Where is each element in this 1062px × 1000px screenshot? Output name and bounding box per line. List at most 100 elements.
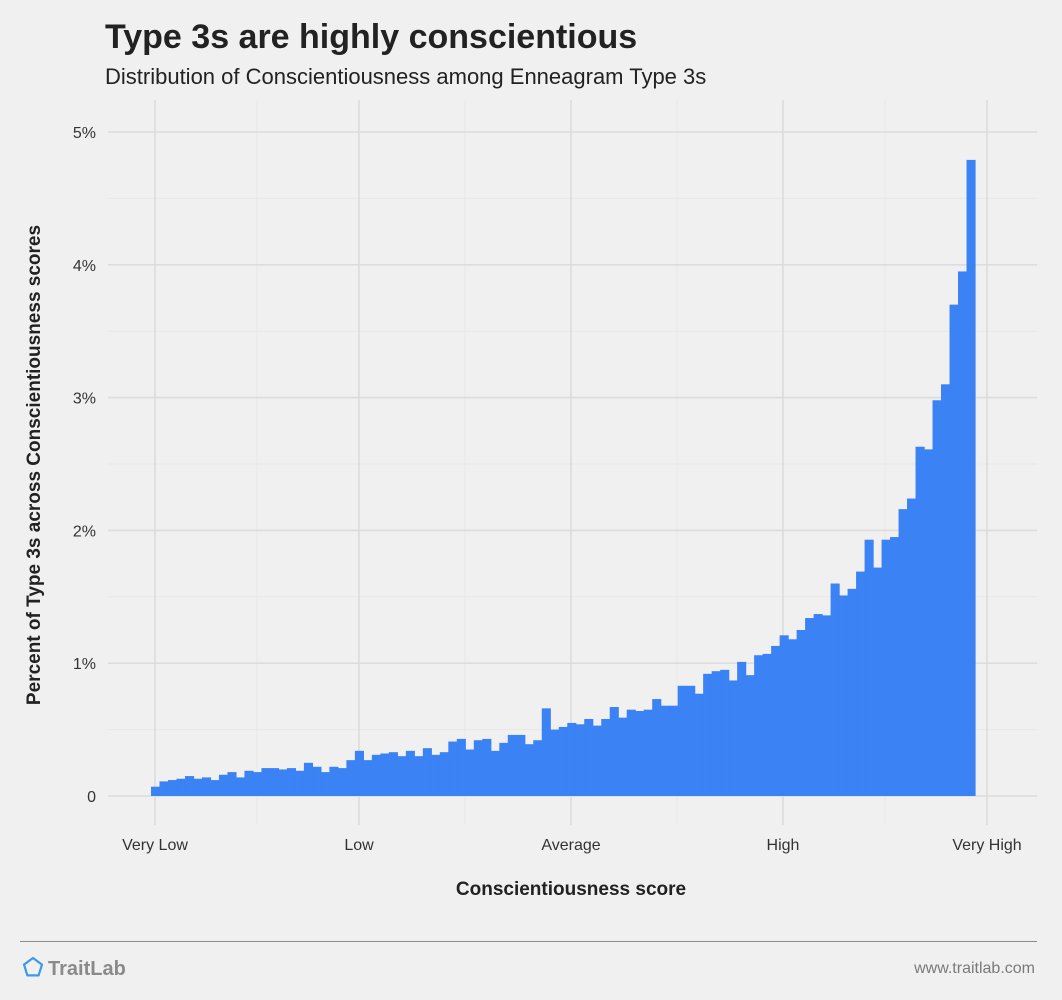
histogram-bar [371, 754, 381, 796]
histogram-bar [932, 400, 942, 796]
histogram-bar [966, 159, 976, 796]
histogram-bar [431, 754, 441, 796]
histogram-bar [303, 762, 313, 796]
histogram-bar [312, 766, 322, 796]
histogram-bar [949, 304, 959, 796]
histogram-bar [788, 639, 798, 796]
histogram-chart: 0 1% 2% 3% 4% 5% Very Low Low Average High Very H… [24, 100, 1037, 900]
histogram-bar [771, 645, 781, 796]
histogram-bar [541, 708, 551, 796]
histogram-bar [210, 780, 220, 796]
histogram-bar [337, 768, 347, 796]
histogram-bar [924, 449, 934, 796]
histogram-bar [907, 498, 917, 796]
histogram-bar [711, 671, 721, 796]
histogram-bar [677, 685, 687, 796]
histogram-bar [354, 750, 364, 796]
x-axis-label: Conscientiousness score [456, 879, 686, 900]
histogram-bar [779, 635, 789, 796]
histogram-bar [286, 768, 297, 796]
histogram-bar [941, 384, 951, 796]
histogram-bar [465, 749, 475, 796]
y-tick-label: 1% [73, 656, 96, 673]
histogram-bar [575, 724, 585, 796]
histogram-bar [881, 539, 891, 796]
histogram-bar [218, 774, 229, 796]
histogram-bar [873, 567, 883, 796]
histogram-bar [380, 753, 390, 796]
histogram-bar [592, 725, 602, 796]
y-tick-label: 3% [73, 391, 96, 408]
histogram-bar [720, 669, 730, 796]
x-axis-ticks: Very Low Low Average High Very High [122, 837, 1022, 854]
histogram-bar [473, 740, 483, 796]
histogram-bar [601, 718, 611, 796]
y-tick-label: 4% [73, 258, 96, 275]
histogram-bar [864, 539, 874, 796]
histogram-bar [669, 705, 679, 796]
histogram-bar [422, 748, 432, 796]
histogram-bar [618, 717, 628, 796]
histogram-bar [567, 722, 577, 796]
histogram-bar [278, 769, 288, 796]
histogram-bar [397, 756, 407, 796]
traitlab-logo[interactable]: TraitLab [22, 956, 126, 983]
histogram-bar [652, 699, 662, 796]
histogram-bar [660, 705, 670, 796]
histogram-bar [346, 760, 356, 796]
histogram-bar [890, 537, 900, 796]
chart-subtitle: Distribution of Conscientiousness among … [105, 64, 707, 89]
histogram-bar [405, 750, 415, 796]
histogram-bar [252, 772, 263, 796]
footer-divider [20, 941, 1037, 942]
histogram-bar [482, 738, 492, 796]
histogram-bar [448, 741, 458, 796]
histogram-bar [745, 675, 755, 796]
histogram-bar [516, 734, 526, 796]
histogram-bar [414, 756, 424, 796]
histogram-bar [269, 768, 280, 796]
y-tick-label: 5% [73, 125, 96, 142]
grid-lines [108, 100, 1037, 825]
histogram-bar [235, 777, 246, 796]
pentagon-logo-icon [22, 956, 44, 983]
chart-title: Type 3s are highly conscientious [105, 18, 638, 56]
histogram-bar [244, 770, 254, 796]
histogram-bar [320, 772, 330, 796]
histogram-bar [898, 509, 908, 796]
histogram-bar [762, 653, 772, 796]
histogram-bar [363, 760, 373, 796]
histogram-bar [856, 571, 866, 796]
histogram-bar [609, 707, 619, 796]
histogram-bar [839, 595, 849, 796]
histogram-bar [643, 709, 653, 796]
brand-name: TraitLab [48, 958, 126, 980]
histogram-bar [159, 781, 169, 796]
histogram-bar [813, 614, 823, 796]
histogram-bar [193, 778, 203, 796]
x-tick-label: Very High [952, 837, 1021, 854]
site-url[interactable]: www.traitlab.com [914, 960, 1035, 977]
histogram-bar [728, 680, 738, 796]
x-tick-label: Low [344, 837, 374, 854]
histogram-bar [533, 740, 543, 796]
histogram-bar [805, 618, 815, 796]
histogram-bar [329, 766, 339, 796]
y-axis-label: Percent of Type 3s across Conscientiousn… [24, 225, 45, 705]
histogram-bar [167, 780, 178, 796]
x-tick-label: Average [541, 837, 600, 854]
histogram-bar [201, 777, 212, 796]
histogram-bar [184, 776, 195, 796]
histogram-bar [261, 768, 271, 796]
histogram-bar [796, 630, 806, 796]
histogram-bar [439, 752, 449, 796]
histogram-bar [958, 271, 968, 796]
histogram-bar [847, 588, 857, 796]
histogram-bar [388, 752, 398, 796]
histogram-bar [558, 726, 568, 796]
histogram-bar [176, 778, 186, 796]
histogram-bar [550, 729, 560, 796]
y-tick-label: 0 [87, 789, 96, 806]
histogram-bar [694, 693, 704, 796]
histogram-bar [524, 744, 534, 796]
